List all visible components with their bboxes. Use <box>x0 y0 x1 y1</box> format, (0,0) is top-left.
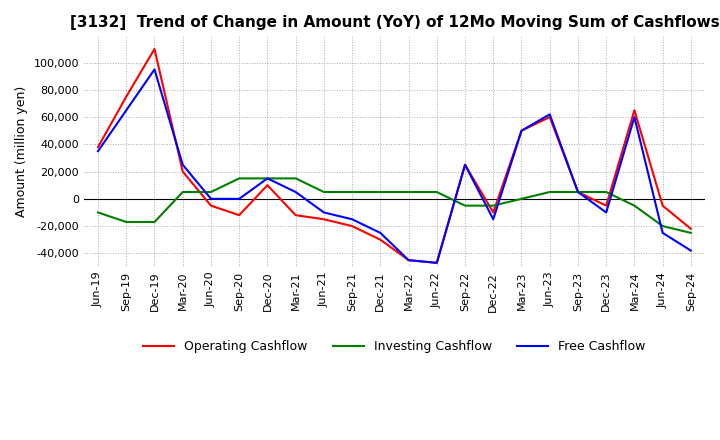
Investing Cashflow <box>263 176 271 181</box>
Free Cashflow <box>292 189 300 194</box>
Operating Cashflow <box>546 114 554 120</box>
Operating Cashflow <box>150 46 159 51</box>
Operating Cashflow <box>94 144 102 150</box>
Line: Operating Cashflow: Operating Cashflow <box>98 49 691 263</box>
Free Cashflow <box>461 162 469 167</box>
Free Cashflow <box>574 189 582 194</box>
Operating Cashflow <box>348 224 356 229</box>
Free Cashflow <box>263 176 271 181</box>
Investing Cashflow <box>433 189 441 194</box>
Free Cashflow <box>404 257 413 263</box>
Investing Cashflow <box>404 189 413 194</box>
Free Cashflow <box>546 112 554 117</box>
Free Cashflow <box>630 114 639 120</box>
Investing Cashflow <box>235 176 243 181</box>
Operating Cashflow <box>376 237 384 242</box>
Investing Cashflow <box>122 220 130 225</box>
Free Cashflow <box>320 210 328 215</box>
Free Cashflow <box>348 216 356 222</box>
Investing Cashflow <box>489 203 498 208</box>
Free Cashflow <box>489 216 498 222</box>
Investing Cashflow <box>546 189 554 194</box>
Operating Cashflow <box>235 213 243 218</box>
Free Cashflow <box>150 67 159 72</box>
Operating Cashflow <box>687 226 696 231</box>
Investing Cashflow <box>320 189 328 194</box>
Title: [3132]  Trend of Change in Amount (YoY) of 12Mo Moving Sum of Cashflows: [3132] Trend of Change in Amount (YoY) o… <box>70 15 719 30</box>
Investing Cashflow <box>376 189 384 194</box>
Investing Cashflow <box>602 189 611 194</box>
Investing Cashflow <box>207 189 215 194</box>
Operating Cashflow <box>602 203 611 208</box>
Investing Cashflow <box>630 203 639 208</box>
Free Cashflow <box>687 248 696 253</box>
Free Cashflow <box>179 162 187 167</box>
Investing Cashflow <box>94 210 102 215</box>
Operating Cashflow <box>489 210 498 215</box>
Investing Cashflow <box>461 203 469 208</box>
Free Cashflow <box>658 230 667 235</box>
Operating Cashflow <box>461 162 469 167</box>
Investing Cashflow <box>348 189 356 194</box>
Investing Cashflow <box>150 220 159 225</box>
Operating Cashflow <box>658 203 667 208</box>
Line: Investing Cashflow: Investing Cashflow <box>98 178 691 233</box>
Operating Cashflow <box>122 94 130 99</box>
Free Cashflow <box>517 128 526 133</box>
Legend: Operating Cashflow, Investing Cashflow, Free Cashflow: Operating Cashflow, Investing Cashflow, … <box>138 335 651 358</box>
Investing Cashflow <box>179 189 187 194</box>
Free Cashflow <box>433 260 441 265</box>
Operating Cashflow <box>433 260 441 265</box>
Operating Cashflow <box>517 128 526 133</box>
Operating Cashflow <box>320 216 328 222</box>
Operating Cashflow <box>179 169 187 174</box>
Operating Cashflow <box>207 203 215 208</box>
Free Cashflow <box>94 149 102 154</box>
Investing Cashflow <box>517 196 526 202</box>
Operating Cashflow <box>263 183 271 188</box>
Operating Cashflow <box>574 189 582 194</box>
Operating Cashflow <box>292 213 300 218</box>
Operating Cashflow <box>404 257 413 263</box>
Free Cashflow <box>235 196 243 202</box>
Free Cashflow <box>122 108 130 113</box>
Investing Cashflow <box>687 230 696 235</box>
Line: Free Cashflow: Free Cashflow <box>98 70 691 263</box>
Investing Cashflow <box>658 224 667 229</box>
Investing Cashflow <box>574 189 582 194</box>
Free Cashflow <box>602 210 611 215</box>
Y-axis label: Amount (million yen): Amount (million yen) <box>15 85 28 217</box>
Investing Cashflow <box>292 176 300 181</box>
Free Cashflow <box>207 196 215 202</box>
Operating Cashflow <box>630 108 639 113</box>
Free Cashflow <box>376 230 384 235</box>
